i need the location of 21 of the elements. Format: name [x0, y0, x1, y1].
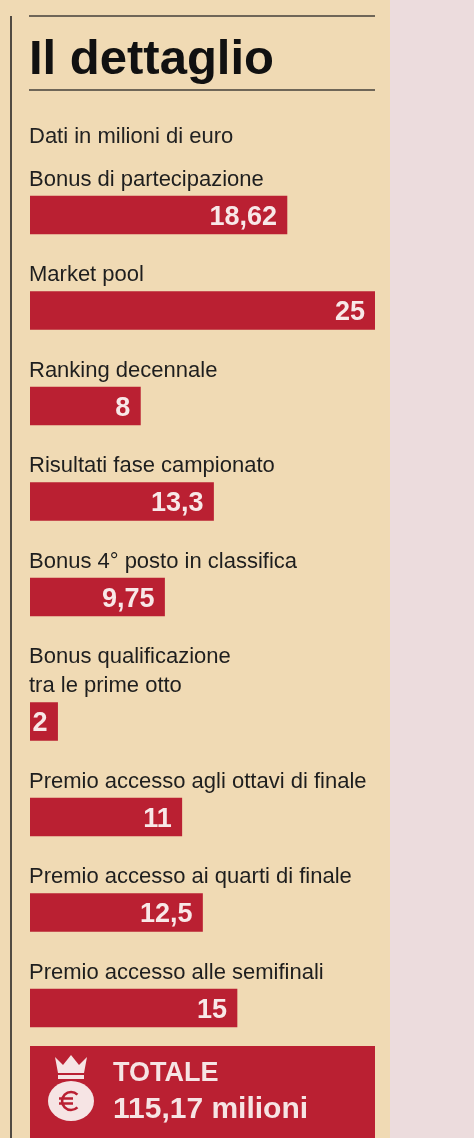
y-tick-label: Bonus di partecipazione	[29, 165, 264, 191]
y-tick-label: Market pool	[29, 261, 144, 287]
y-tick-label: Bonus qualificazione tra le prime otto	[29, 643, 231, 698]
y-tick-label: Risultati fase campionato	[29, 452, 275, 478]
data-label: 12,5	[139, 898, 193, 929]
data-label: 18,62	[209, 200, 277, 231]
y-tick-label: Premio accesso alle semifinali	[29, 958, 324, 984]
y-tick-label: Ranking decennale	[29, 356, 218, 382]
total-panel: TOTALE 115,17 milioni	[30, 1046, 375, 1138]
y-tick-label: Premio accesso agli ottavi di finale	[29, 767, 367, 793]
chart-subtitle: Dati in milioni di euro	[29, 123, 234, 148]
data-label: 15	[196, 993, 227, 1024]
data-label: 11	[143, 802, 172, 833]
data-label: 2	[32, 707, 48, 738]
data-label: 25	[334, 296, 365, 327]
data-label: 13,3	[150, 487, 204, 518]
data-label: 9,75	[101, 582, 155, 613]
y-tick-label: Premio accesso ai quarti di finale	[29, 863, 352, 889]
chart-title: Il dettaglio	[29, 30, 274, 84]
data-label: 8	[115, 391, 131, 422]
y-tick-label: Bonus 4° posto in classifica	[29, 547, 298, 573]
